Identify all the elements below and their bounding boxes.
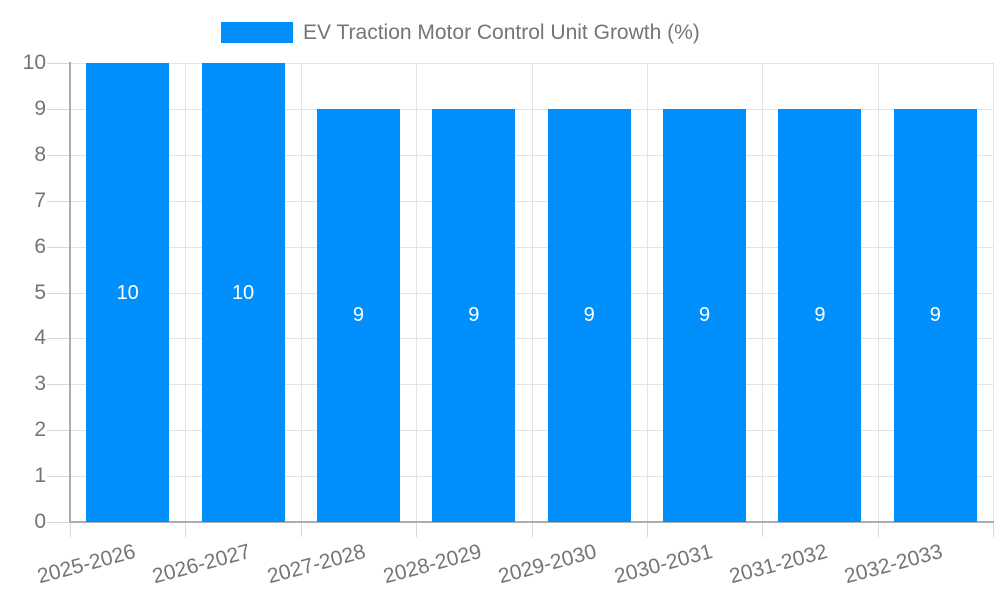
- y-axis-tick: [47, 476, 70, 478]
- x-axis-tick: [762, 523, 764, 537]
- bar[interactable]: [432, 108, 516, 522]
- gridline-x: [762, 63, 764, 522]
- bar[interactable]: [201, 63, 285, 522]
- y-axis-tick: [47, 292, 70, 294]
- bar[interactable]: [778, 108, 862, 522]
- bar[interactable]: [86, 63, 170, 522]
- x-axis-tick: [70, 523, 71, 537]
- y-axis-label: 8: [34, 142, 46, 166]
- y-axis-tick: [47, 246, 70, 248]
- legend[interactable]: EV Traction Motor Control Unit Growth (%…: [221, 20, 700, 45]
- bar-value-label: 9: [699, 304, 711, 327]
- bar[interactable]: [893, 108, 977, 522]
- gridline-x: [531, 63, 533, 522]
- y-axis-label: 1: [34, 464, 46, 488]
- x-axis-tick: [185, 523, 187, 537]
- gridline-x: [185, 63, 187, 522]
- y-axis-tick: [47, 200, 70, 202]
- x-axis-tick: [531, 523, 533, 537]
- y-axis-label: 6: [34, 234, 46, 258]
- y-axis-label: 7: [34, 188, 46, 212]
- gridline-x: [416, 63, 418, 522]
- bar-value-label: 10: [231, 281, 255, 304]
- x-axis-tick: [300, 523, 302, 537]
- y-axis-tick: [47, 154, 70, 156]
- y-axis-label: 5: [34, 280, 46, 304]
- y-axis-label: 9: [34, 96, 46, 120]
- y-axis-tick: [47, 522, 70, 523]
- x-axis-tick: [646, 523, 648, 537]
- x-axis-tick: [877, 523, 879, 537]
- bar[interactable]: [316, 108, 400, 522]
- bar-value-label: 9: [468, 304, 480, 327]
- gridline-x: [300, 63, 302, 522]
- y-axis-label: 0: [34, 510, 46, 533]
- y-axis-label: 3: [34, 372, 46, 396]
- bar-value-label: 9: [929, 304, 941, 327]
- y-axis-tick: [47, 63, 70, 64]
- y-axis-tick: [47, 384, 70, 386]
- legend-label: EV Traction Motor Control Unit Growth (%…: [303, 21, 700, 44]
- bar[interactable]: [663, 108, 747, 522]
- bar[interactable]: [547, 108, 631, 522]
- bar-value-label: 9: [814, 304, 826, 327]
- x-axis-line: [69, 521, 994, 523]
- y-axis-label: 10: [22, 51, 46, 74]
- bar-value-label: 10: [116, 281, 139, 304]
- y-axis-tick: [47, 430, 70, 432]
- legend-swatch: [221, 22, 293, 43]
- gridline-x: [993, 63, 994, 522]
- y-axis-tick: [47, 108, 70, 110]
- y-axis-line: [69, 62, 71, 523]
- y-axis-tick: [47, 338, 70, 340]
- gridline-x: [646, 63, 648, 522]
- gridline-x: [877, 63, 879, 522]
- y-axis-label: 2: [34, 418, 46, 442]
- bar-value-label: 9: [583, 304, 595, 327]
- bar-value-label: 9: [352, 304, 364, 327]
- x-axis-tick: [993, 523, 994, 537]
- x-axis-tick: [416, 523, 418, 537]
- y-axis-label: 4: [34, 326, 46, 350]
